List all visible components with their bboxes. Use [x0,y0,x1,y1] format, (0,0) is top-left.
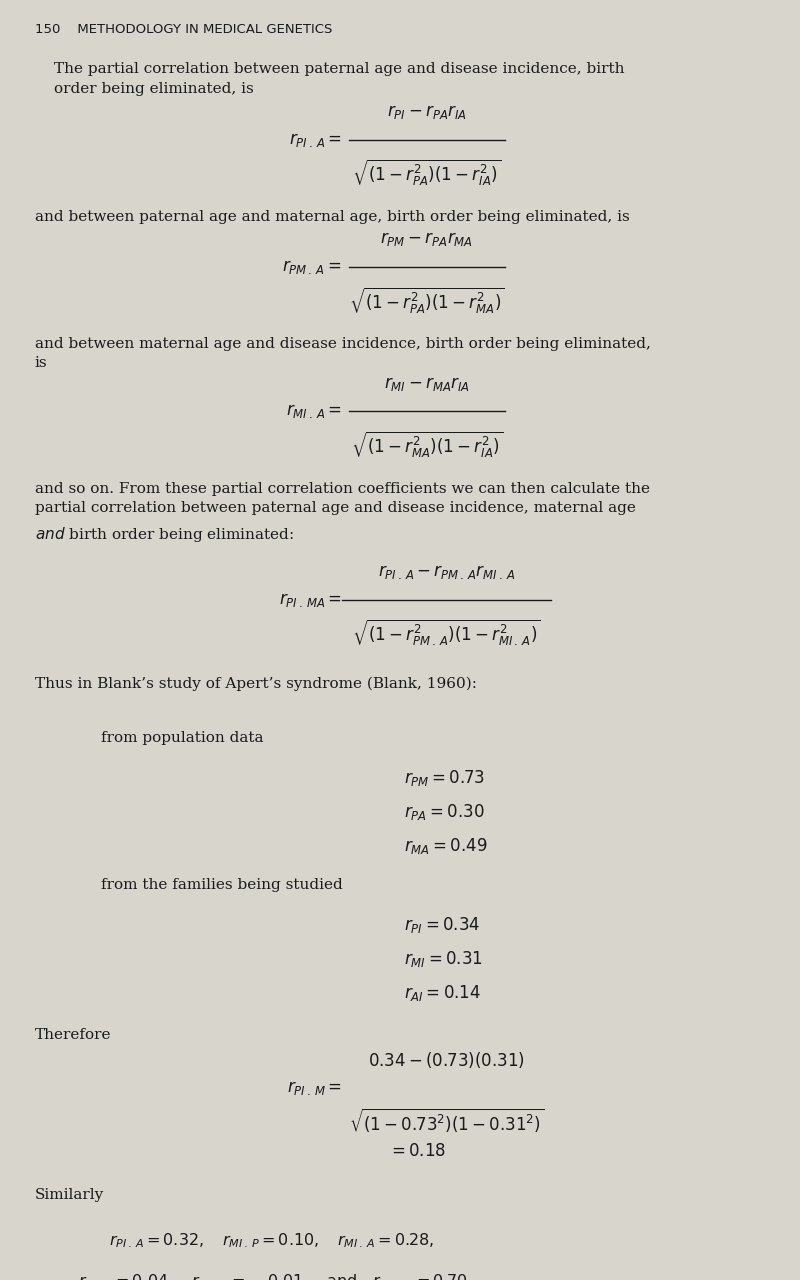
Text: $r_{AI\, .\, P} = 0.04, \quad r_{AI\, .\, M} = -0.01, \quad \mathrm{and} \quad r: $r_{AI\, .\, P} = 0.04, \quad r_{AI\, .\… [78,1272,467,1280]
Text: $r_{AI} = 0.14$: $r_{AI} = 0.14$ [404,983,481,1004]
Text: $r_{PI\, .\, A} = 0.32, \quad r_{MI\, .\, P} = 0.10, \quad r_{MI\, .\, A} = 0.28: $r_{PI\, .\, A} = 0.32, \quad r_{MI\, .\… [109,1231,434,1249]
Text: $r_{MI} - r_{MA}r_{IA}$: $r_{MI} - r_{MA}r_{IA}$ [384,375,470,393]
Text: $= 0.18$: $= 0.18$ [388,1142,446,1160]
Text: $\sqrt{(1 - r^2_{PM\, .\, A})(1 - r^2_{MI\, .\, A})}$: $\sqrt{(1 - r^2_{PM\, .\, A})(1 - r^2_{M… [352,618,541,649]
Text: $r_{PM} = 0.73$: $r_{PM} = 0.73$ [404,768,485,788]
Text: $r_{PI} - r_{PA}r_{IA}$: $r_{PI} - r_{PA}r_{IA}$ [387,102,467,120]
Text: $r_{PM} - r_{PA}r_{MA}$: $r_{PM} - r_{PA}r_{MA}$ [380,230,474,248]
Text: Therefore: Therefore [35,1028,111,1042]
Text: from the families being studied: from the families being studied [101,878,342,892]
Text: Thus in Blank’s study of Apert’s syndrome (Blank, 1960):: Thus in Blank’s study of Apert’s syndrom… [35,677,477,691]
Text: $r_{PA} = 0.30$: $r_{PA} = 0.30$ [404,803,484,822]
Text: $r_{PI\, .\, A} = $: $r_{PI\, .\, A} = $ [289,131,342,148]
Text: $\sqrt{(1 - r^2_{PA})(1 - r^2_{MA})}$: $\sqrt{(1 - r^2_{PA})(1 - r^2_{MA})}$ [349,285,505,316]
Text: $\sqrt{(1 - r^2_{MA})(1 - r^2_{IA})}$: $\sqrt{(1 - r^2_{MA})(1 - r^2_{IA})}$ [351,430,503,461]
Text: $r_{MI} = 0.31$: $r_{MI} = 0.31$ [404,948,482,969]
Text: $r_{PI\, .\, MA} = $: $r_{PI\, .\, MA} = $ [278,590,342,608]
Text: $\sqrt{(1 - 0.73^2)(1 - 0.31^2)}$: $\sqrt{(1 - 0.73^2)(1 - 0.31^2)}$ [349,1107,544,1135]
Text: 150    METHODOLOGY IN MEDICAL GENETICS: 150 METHODOLOGY IN MEDICAL GENETICS [35,23,332,36]
Text: $r_{PM\, .\, A} = $: $r_{PM\, .\, A} = $ [282,257,342,275]
Text: $\sqrt{(1 - r^2_{PA})(1 - r^2_{IA})}$: $\sqrt{(1 - r^2_{PA})(1 - r^2_{IA})}$ [352,159,502,188]
Text: $r_{PI\, .\, M} = $: $r_{PI\, .\, M} = $ [286,1079,342,1097]
Text: from population data: from population data [101,731,263,745]
Text: $0.34 - (0.73)(0.31)$: $0.34 - (0.73)(0.31)$ [368,1050,525,1070]
Text: $r_{MI\, .\, A} = $: $r_{MI\, .\, A} = $ [286,402,342,420]
Text: and between paternal age and maternal age, birth order being eliminated, is: and between paternal age and maternal ag… [35,210,630,224]
Text: The partial correlation between paternal age and disease incidence, birth
order : The partial correlation between paternal… [54,61,625,96]
Text: $\mathit{and}$ birth order being eliminated:: $\mathit{and}$ birth order being elimina… [35,525,294,544]
Text: Similarly: Similarly [35,1188,104,1202]
Text: and so on. From these partial correlation coefficients we can then calculate the: and so on. From these partial correlatio… [35,481,650,515]
Text: $r_{MA} = 0.49$: $r_{MA} = 0.49$ [404,836,487,856]
Text: $r_{PI\, .\, A} - r_{PM\, .\, A}r_{MI\, .\, A}$: $r_{PI\, .\, A} - r_{PM\, .\, A}r_{MI\, … [378,563,515,581]
Text: and between maternal age and disease incidence, birth order being eliminated,
is: and between maternal age and disease inc… [35,337,651,370]
Text: $r_{PI} = 0.34$: $r_{PI} = 0.34$ [404,915,480,934]
